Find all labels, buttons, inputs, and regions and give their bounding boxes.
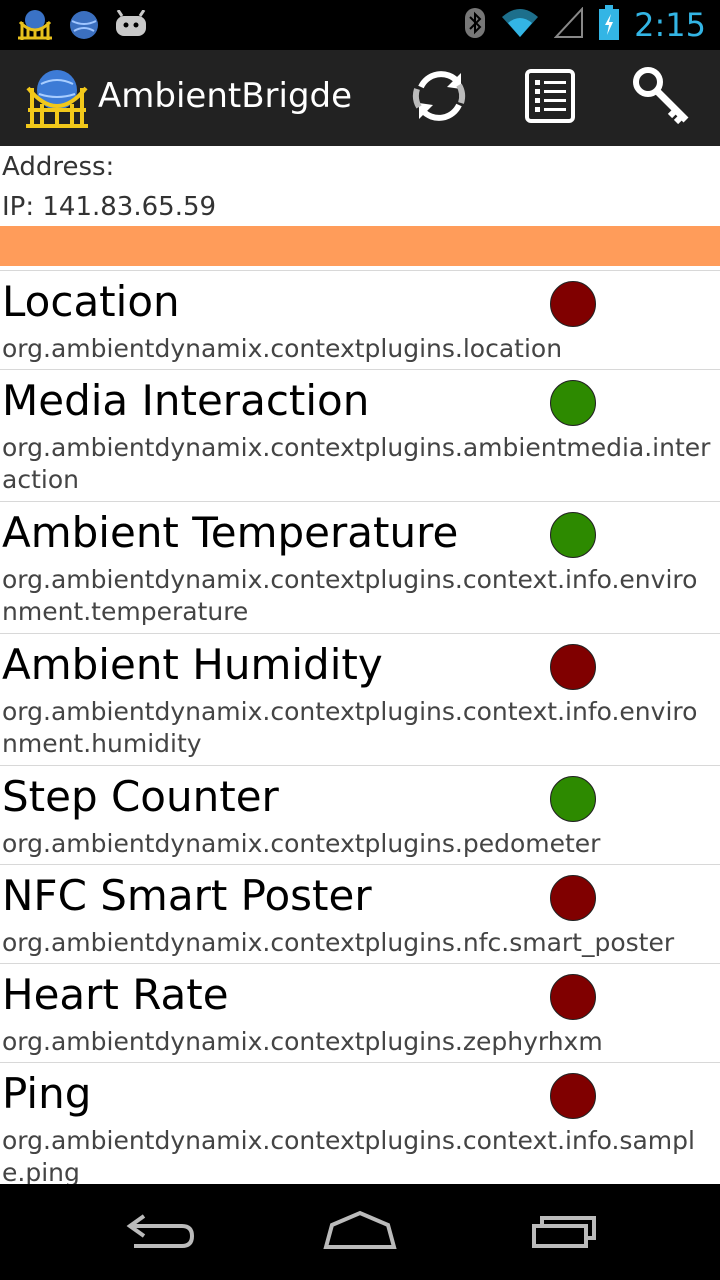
- home-button[interactable]: [320, 1206, 400, 1258]
- plugin-name: Heart Rate: [2, 970, 229, 1019]
- list-item-partial: [0, 266, 720, 271]
- ip-address: IP: 141.83.65.59: [2, 192, 217, 222]
- plugin-name: Ping: [2, 1069, 92, 1118]
- plugin-package: org.ambientdynamix.contextplugins.contex…: [2, 1126, 695, 1184]
- plugin-name: Ambient Humidity: [2, 640, 383, 689]
- plugin-name: Media Interaction: [2, 376, 370, 425]
- plugin-name: Ambient Temperature: [2, 508, 459, 557]
- plugin-item-ambient-temperature[interactable]: Ambient Temperature org.ambientdynamix.c…: [0, 502, 720, 634]
- plugin-item-location[interactable]: Location org.ambientdynamix.contextplugi…: [0, 271, 720, 370]
- status-indicator-active: [550, 776, 596, 822]
- signal-icon: [553, 6, 584, 43]
- plugin-name: Step Counter: [2, 772, 279, 821]
- status-indicator-inactive: [550, 281, 596, 327]
- bridge-notification-icon: [16, 8, 54, 46]
- back-button[interactable]: [120, 1206, 200, 1258]
- plugin-list[interactable]: Location org.ambientdynamix.contextplugi…: [0, 266, 720, 1184]
- app-logo-icon[interactable]: [24, 66, 90, 132]
- home-icon: [322, 1209, 398, 1255]
- recent-apps-button[interactable]: [522, 1206, 602, 1258]
- battery-icon: [598, 5, 620, 45]
- settings-key-button[interactable]: [632, 66, 692, 130]
- plugin-package: org.ambientdynamix.contextplugins.ambien…: [2, 433, 711, 494]
- plugin-item-ambient-humidity[interactable]: Ambient Humidity org.ambientdynamix.cont…: [0, 634, 720, 766]
- plugin-item-heart-rate[interactable]: Heart Rate org.ambientdynamix.contextplu…: [0, 964, 720, 1063]
- plugin-item-media-interaction[interactable]: Media Interaction org.ambientdynamix.con…: [0, 370, 720, 502]
- status-indicator-inactive: [550, 974, 596, 1020]
- settings-key-icon: [632, 66, 692, 130]
- plugin-item-ping[interactable]: Ping org.ambientdynamix.contextplugins.c…: [0, 1063, 720, 1184]
- list-icon: [524, 68, 576, 128]
- address-label: Address:: [2, 152, 115, 182]
- action-bar: AmbientBrigde: [0, 50, 720, 146]
- bluetooth-icon: [464, 7, 486, 43]
- plugin-package: org.ambientdynamix.contextplugins.locati…: [2, 334, 563, 363]
- status-indicator-active: [550, 380, 596, 426]
- wifi-icon: [500, 7, 540, 43]
- status-indicator-inactive: [550, 1073, 596, 1119]
- orange-status-bar: [0, 226, 720, 266]
- list-button[interactable]: [520, 68, 580, 128]
- plugin-item-step-counter[interactable]: Step Counter org.ambientdynamix.contextp…: [0, 766, 720, 865]
- plugin-name: Location: [2, 277, 180, 326]
- recent-apps-icon: [526, 1210, 598, 1254]
- android-notification-icon: [114, 9, 148, 44]
- plugin-package: org.ambientdynamix.contextplugins.zephyr…: [2, 1027, 603, 1056]
- refresh-icon: [411, 67, 469, 129]
- status-indicator-inactive: [550, 644, 596, 690]
- plugin-item-nfc-smart-poster[interactable]: NFC Smart Poster org.ambientdynamix.cont…: [0, 865, 720, 964]
- status-indicator-inactive: [550, 875, 596, 921]
- address-panel: Address: IP: 141.83.65.59: [0, 146, 720, 226]
- status-bar: 2:15: [0, 0, 720, 50]
- navigation-bar: [0, 1184, 720, 1280]
- clock: 2:15: [634, 6, 706, 44]
- status-indicator-active: [550, 512, 596, 558]
- globe-notification-icon: [68, 9, 100, 45]
- back-icon: [124, 1210, 196, 1254]
- app-title: AmbientBrigde: [98, 76, 353, 116]
- plugin-name: NFC Smart Poster: [2, 871, 372, 920]
- plugin-package: org.ambientdynamix.contextplugins.contex…: [2, 697, 698, 758]
- plugin-package: org.ambientdynamix.contextplugins.pedome…: [2, 829, 601, 858]
- plugin-package: org.ambientdynamix.contextplugins.nfc.sm…: [2, 928, 675, 957]
- refresh-button[interactable]: [410, 68, 470, 128]
- plugin-package: org.ambientdynamix.contextplugins.contex…: [2, 565, 698, 626]
